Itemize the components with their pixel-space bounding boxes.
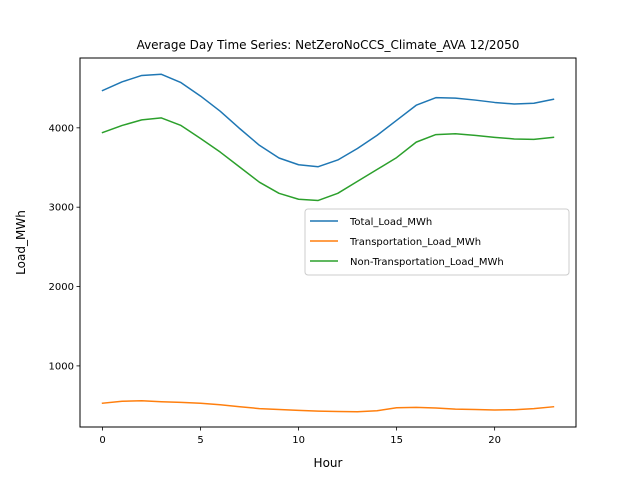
plot-lines xyxy=(101,73,555,413)
y-tick-label: 4000 xyxy=(49,123,74,134)
series-line-1 xyxy=(101,73,555,168)
chart-title: Average Day Time Series: NetZeroNoCCS_Cl… xyxy=(137,38,520,52)
series-line-3 xyxy=(101,117,555,202)
y-axis: 1000 2000 3000 4000 xyxy=(49,123,80,372)
x-tick-label: 5 xyxy=(197,435,203,446)
y-tick-label: 1000 xyxy=(49,361,74,372)
x-tick-label: 20 xyxy=(488,435,501,446)
legend-box xyxy=(304,208,570,276)
legend-label-1: Total_Load_MWh xyxy=(349,217,432,228)
legend-label-3: Non-Transportation_Load_MWh xyxy=(350,257,504,268)
x-tick-label: 15 xyxy=(390,435,403,446)
x-axis-label: Hour xyxy=(314,456,343,470)
legend: Total_Load_MWh Transportation_Load_MWh Non… xyxy=(304,208,570,276)
y-tick-label: 3000 xyxy=(49,203,74,214)
plot-frame xyxy=(79,57,577,428)
y-axis-label: Load_MWh xyxy=(14,210,28,275)
legend-label-2: Transportation_Load_MWh xyxy=(349,237,481,248)
y-tick-label: 2000 xyxy=(49,282,74,293)
x-axis: 0 5 10 15 20 xyxy=(99,427,501,446)
x-tick-label: 10 xyxy=(292,435,305,446)
series-line-2 xyxy=(101,400,555,413)
x-tick-label: 0 xyxy=(99,435,105,446)
